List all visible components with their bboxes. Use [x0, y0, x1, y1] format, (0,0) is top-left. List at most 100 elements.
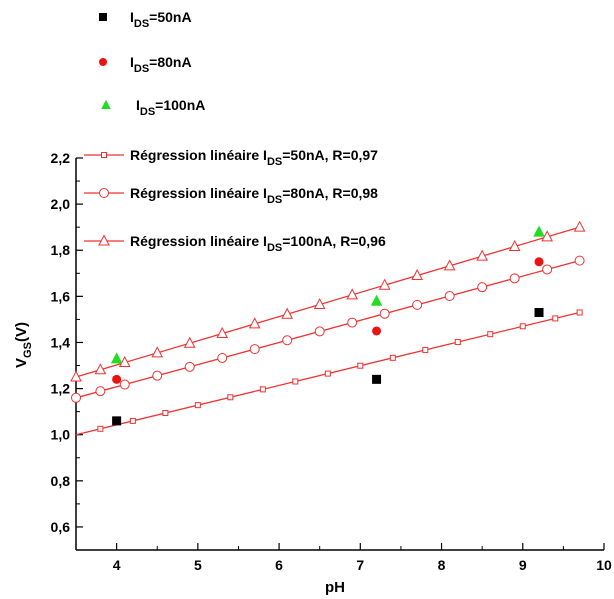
legend-label-sub: DS [140, 106, 155, 118]
legend-label-main: I [136, 97, 140, 113]
fit-marker [227, 394, 234, 401]
fit-marker [357, 362, 364, 369]
data-point [534, 307, 544, 317]
fit-marker [97, 425, 104, 432]
fit-marker [389, 354, 396, 361]
regression-line [75, 259, 580, 399]
fit-marker [314, 326, 325, 337]
fit-marker [292, 378, 299, 385]
measured-series-0 [112, 307, 544, 426]
fit-marker [248, 317, 261, 329]
fit-marker [411, 268, 423, 281]
fit-marker [216, 326, 229, 339]
legend-label-main: Régression linéaire I [130, 233, 267, 249]
regression-lines [70, 220, 586, 436]
fit-marker [443, 259, 456, 271]
data-point [112, 416, 122, 426]
fit-marker [281, 307, 294, 319]
fit-marker [574, 255, 585, 266]
measured-series-1 [112, 257, 544, 384]
fit-marker [119, 379, 130, 390]
fit-marker [412, 299, 423, 310]
y-tick-label: 0,6 [51, 519, 71, 535]
data-point [372, 326, 382, 336]
fit-marker [70, 370, 82, 382]
fit-marker [508, 239, 521, 252]
legend-label-sub: DS [267, 194, 282, 206]
y-tick-label: 1,2 [51, 381, 71, 397]
fit-marker [476, 249, 488, 261]
fit-marker [509, 273, 520, 284]
regression-line [75, 226, 580, 378]
y-tick-label: 1,6 [51, 288, 71, 304]
x-tick-label: 8 [438, 557, 446, 573]
fit-marker [259, 386, 266, 393]
fit-marker [324, 370, 331, 377]
legend-label: Régression linéaire IDS=80nA, R=0,98 [130, 185, 378, 206]
x-tick-label: 4 [113, 557, 121, 573]
fit-marker [346, 288, 359, 300]
x-tick-label: 5 [194, 557, 202, 573]
data-points [110, 225, 545, 426]
fit-marker [378, 278, 391, 290]
fit-marker [573, 220, 586, 232]
y-axis-title-sub: GS [22, 342, 34, 358]
fit-marker [217, 352, 228, 363]
data-point [372, 374, 382, 384]
fit-marker [487, 331, 494, 338]
fit-marker [118, 355, 131, 368]
legend-label: IDS=80nA [130, 54, 192, 75]
fit-marker [519, 323, 526, 330]
legend-label-sub: DS [267, 156, 282, 168]
legend-label-main: I [130, 54, 134, 70]
fit-marker [162, 410, 169, 417]
fit-marker [422, 346, 429, 353]
fit-marker [541, 230, 553, 242]
legend-label-sub: DS [134, 63, 149, 75]
legend-entry-4: Régression linéaire IDS=80nA, R=0,98 [84, 185, 378, 206]
y-tick-label: 2,0 [51, 196, 71, 212]
legend-label: IDS=50nA [130, 9, 192, 30]
fit-marker [379, 308, 390, 319]
fit-marker [313, 297, 326, 310]
y-tick-label: 0,8 [51, 473, 71, 489]
legend-label-suffix: =80nA, R=0,98 [282, 185, 378, 201]
data-point [534, 257, 544, 267]
legend-label-sub: DS [134, 18, 149, 30]
data-point [112, 374, 122, 384]
legend-label-main: I [130, 9, 134, 25]
fit-marker [152, 370, 163, 381]
measured-series-2 [110, 225, 545, 364]
fit-marker [194, 402, 201, 409]
legend-label-sub: DS [267, 242, 282, 254]
legend-entry-3: Régression linéaire IDS=50nA, R=0,97 [84, 147, 378, 168]
fit-series-4 [71, 255, 585, 403]
legend-marker [101, 152, 107, 158]
fit-series-5 [70, 220, 586, 382]
data-point [533, 225, 545, 237]
legend-label-suffix: =80nA [149, 54, 191, 70]
legend-label-main: Régression linéaire I [130, 185, 267, 201]
x-tick-label: 6 [275, 557, 283, 573]
legend-marker [99, 188, 109, 198]
legend-marker [98, 234, 110, 246]
legend-label-suffix: =100nA [155, 97, 205, 113]
fit-marker [129, 417, 136, 424]
legend-label-suffix: =100nA, R=0,96 [282, 233, 386, 249]
fit-marker [477, 282, 488, 293]
data-point [370, 294, 383, 306]
fit-marker [183, 336, 196, 348]
fit-marker [249, 344, 260, 355]
fit-marker [576, 309, 583, 316]
fit-marker [282, 335, 293, 346]
legend-label: Régression linéaire IDS=50nA, R=0,97 [130, 147, 378, 168]
fit-marker [151, 346, 164, 358]
y-tick-label: 1,0 [51, 427, 71, 443]
fit-marker [444, 291, 455, 302]
y-axis-title: VGS(V) [13, 322, 34, 368]
y-tick-label: 1,4 [51, 334, 71, 350]
legend-label: Régression linéaire IDS=100nA, R=0,96 [130, 233, 386, 254]
fit-marker [552, 315, 559, 322]
